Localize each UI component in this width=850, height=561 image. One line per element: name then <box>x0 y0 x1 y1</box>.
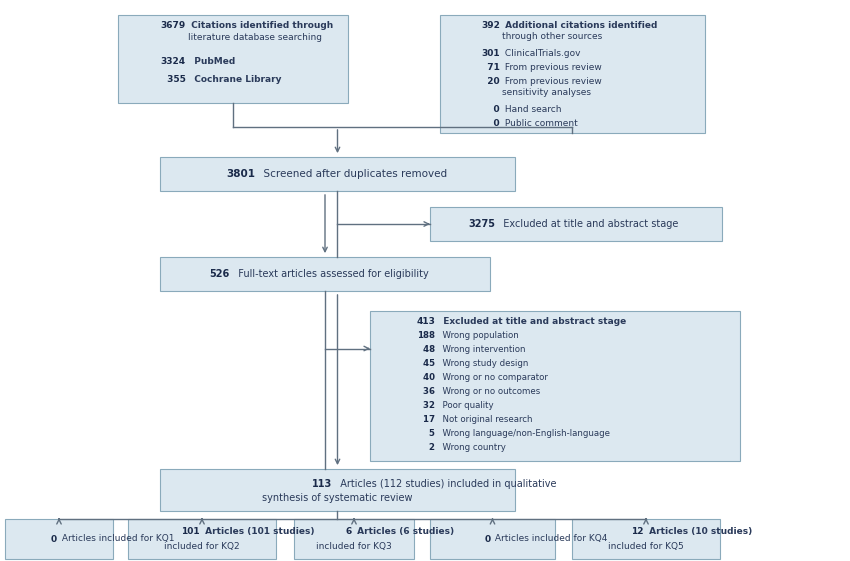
Text: Hand search: Hand search <box>502 104 562 113</box>
Text: 355: 355 <box>164 75 186 84</box>
Text: Excluded at title and abstract stage: Excluded at title and abstract stage <box>497 219 678 229</box>
Text: PubMed: PubMed <box>188 57 235 66</box>
Text: Wrong language/non-English-language: Wrong language/non-English-language <box>437 430 610 439</box>
Text: Wrong intervention: Wrong intervention <box>437 346 525 355</box>
Text: Additional citations identified: Additional citations identified <box>502 21 657 30</box>
Text: Cochrane Library: Cochrane Library <box>188 75 281 84</box>
Text: 113: 113 <box>312 479 332 489</box>
Text: included for KQ2: included for KQ2 <box>164 542 240 551</box>
Text: 6: 6 <box>346 527 352 536</box>
Text: through other sources: through other sources <box>502 31 603 40</box>
Text: 40: 40 <box>420 374 435 383</box>
Text: Full-text articles assessed for eligibility: Full-text articles assessed for eligibil… <box>232 269 428 279</box>
Text: Wrong country: Wrong country <box>437 444 506 453</box>
FancyBboxPatch shape <box>430 207 722 241</box>
Text: 413: 413 <box>416 318 435 327</box>
Text: 71: 71 <box>481 62 500 71</box>
Text: 0: 0 <box>481 104 500 113</box>
Text: 12: 12 <box>632 527 644 536</box>
FancyBboxPatch shape <box>294 519 414 559</box>
Text: 3801: 3801 <box>226 169 255 179</box>
FancyBboxPatch shape <box>160 157 515 191</box>
Text: Wrong study design: Wrong study design <box>437 360 529 369</box>
Text: ClinicalTrials.gov: ClinicalTrials.gov <box>502 48 581 57</box>
Text: Articles included for KQ1: Articles included for KQ1 <box>59 535 174 544</box>
Text: 45: 45 <box>420 360 435 369</box>
Text: Not original research: Not original research <box>437 416 532 425</box>
Text: 188: 188 <box>417 332 435 341</box>
FancyBboxPatch shape <box>440 15 705 133</box>
Text: Wrong population: Wrong population <box>437 332 518 341</box>
FancyBboxPatch shape <box>572 519 720 559</box>
Text: Poor quality: Poor quality <box>437 402 494 411</box>
Text: Public comment: Public comment <box>502 118 578 127</box>
Text: 36: 36 <box>420 388 435 397</box>
FancyBboxPatch shape <box>128 519 276 559</box>
FancyBboxPatch shape <box>430 519 555 559</box>
Text: 301: 301 <box>481 48 500 57</box>
Text: 5: 5 <box>420 430 435 439</box>
Text: 20: 20 <box>481 76 500 85</box>
Text: Excluded at title and abstract stage: Excluded at title and abstract stage <box>437 318 626 327</box>
Text: Articles included for KQ4: Articles included for KQ4 <box>492 535 608 544</box>
Text: 101: 101 <box>181 527 200 536</box>
Text: From previous review: From previous review <box>502 62 602 71</box>
Text: 2: 2 <box>420 444 435 453</box>
Text: 48: 48 <box>420 346 435 355</box>
Text: sensitivity analyses: sensitivity analyses <box>502 88 591 96</box>
Text: literature database searching: literature database searching <box>188 33 322 42</box>
Text: Citations identified through: Citations identified through <box>188 21 333 30</box>
Text: Articles (6 studies): Articles (6 studies) <box>354 527 454 536</box>
Text: From previous review: From previous review <box>502 76 602 85</box>
Text: 3679: 3679 <box>161 21 186 30</box>
Text: Articles (101 studies): Articles (101 studies) <box>202 527 314 536</box>
FancyBboxPatch shape <box>370 311 740 461</box>
Text: Screened after duplicates removed: Screened after duplicates removed <box>257 169 447 179</box>
Text: Articles (10 studies): Articles (10 studies) <box>646 527 752 536</box>
Text: 0: 0 <box>481 118 500 127</box>
Text: synthesis of systematic review: synthesis of systematic review <box>263 494 413 503</box>
Text: Wrong or no outcomes: Wrong or no outcomes <box>437 388 541 397</box>
Text: 526: 526 <box>210 269 230 279</box>
Text: Articles (112 studies) included in qualitative: Articles (112 studies) included in quali… <box>335 479 557 489</box>
FancyBboxPatch shape <box>160 257 490 291</box>
Text: 392: 392 <box>481 21 500 30</box>
Text: Wrong or no comparator: Wrong or no comparator <box>437 374 548 383</box>
FancyBboxPatch shape <box>5 519 113 559</box>
Text: 3275: 3275 <box>468 219 495 229</box>
Text: included for KQ3: included for KQ3 <box>316 542 392 551</box>
Text: 32: 32 <box>420 402 435 411</box>
Text: included for KQ5: included for KQ5 <box>608 542 684 551</box>
Text: 17: 17 <box>420 416 435 425</box>
Text: 0: 0 <box>484 535 490 544</box>
Text: 3324: 3324 <box>161 57 186 66</box>
FancyBboxPatch shape <box>118 15 348 103</box>
Text: 0: 0 <box>51 535 57 544</box>
FancyBboxPatch shape <box>160 469 515 511</box>
